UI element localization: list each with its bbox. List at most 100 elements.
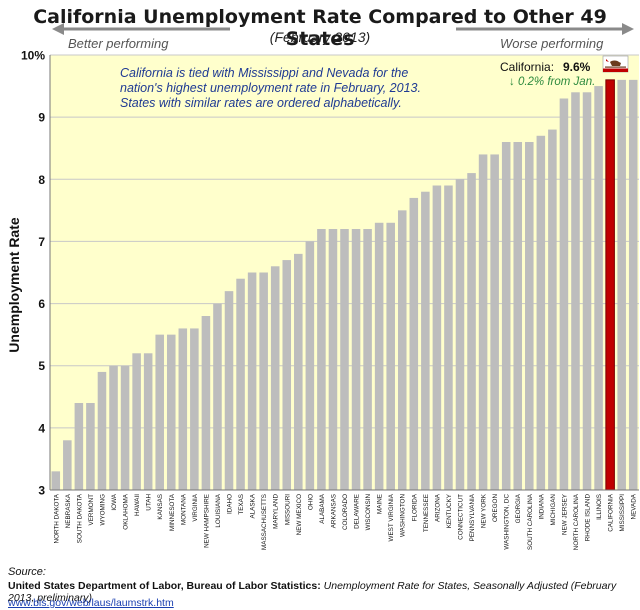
bar bbox=[109, 365, 118, 490]
source-org: United States Department of Labor, Burea… bbox=[8, 580, 321, 592]
annotation-line-3: States with similar rates are ordered al… bbox=[120, 96, 402, 110]
bar bbox=[236, 278, 245, 490]
y-tick-label: 3 bbox=[38, 484, 45, 498]
bar bbox=[340, 229, 349, 490]
x-tick-label: MICHIGAN bbox=[550, 494, 557, 526]
source-document: Unemployment Rate for States, Seasonally… bbox=[323, 580, 568, 592]
bar bbox=[351, 229, 361, 490]
bar bbox=[467, 173, 476, 491]
callout-change: ↓ 0.2% from Jan. bbox=[509, 76, 595, 88]
x-tick-label: WASHINGTON, DC bbox=[504, 494, 511, 550]
x-tick-label: NEBRASKA bbox=[65, 493, 72, 528]
worse-performing-label: Worse performing bbox=[500, 36, 604, 51]
bar bbox=[282, 260, 292, 490]
y-tick-label: 9 bbox=[38, 111, 45, 125]
x-tick-label: MARYLAND bbox=[273, 494, 280, 529]
x-tick-label: TEXAS bbox=[238, 494, 245, 515]
source-citation: United States Department of Labor, Burea… bbox=[8, 580, 633, 604]
x-tick-label: NEW JERSEY bbox=[561, 493, 568, 535]
x-tick-label: INDIANA bbox=[538, 493, 545, 519]
x-tick-label: MINNESOTA bbox=[169, 493, 176, 531]
x-tick-label: IDAHO bbox=[227, 494, 234, 514]
bar-chart: 3 4 5 6 7 8 9 10% NORTH DAKOTA NEBRASKA SOUTH DAK… bbox=[21, 49, 639, 550]
bar bbox=[51, 471, 61, 490]
bar bbox=[513, 142, 523, 490]
bar bbox=[548, 129, 557, 491]
bar bbox=[120, 365, 130, 490]
x-tick-label: MASSACHUSETTS bbox=[261, 494, 268, 550]
x-tick-label: NEW MEXICO bbox=[296, 494, 303, 535]
bar bbox=[501, 142, 511, 490]
bar bbox=[270, 266, 280, 490]
bar bbox=[143, 353, 153, 490]
bar bbox=[478, 154, 488, 490]
x-tick-label: ARIZONA bbox=[434, 493, 441, 522]
left-arrow-icon bbox=[52, 23, 230, 35]
x-tick-label: IOWA bbox=[111, 493, 118, 510]
y-tick-label: 5 bbox=[38, 359, 45, 373]
bar bbox=[247, 272, 257, 490]
annotation-line-2: nation's highest unemployment rate in Fe… bbox=[120, 81, 421, 95]
x-tick-label: PENNSYLVANIA bbox=[469, 493, 476, 541]
y-tick-label: 10% bbox=[21, 49, 45, 63]
bar bbox=[328, 229, 338, 490]
x-tick-label: OKLAHOMA bbox=[123, 493, 130, 529]
bar bbox=[294, 253, 303, 490]
bar bbox=[97, 371, 107, 490]
x-tick-label: OREGON bbox=[492, 494, 499, 522]
source-heading: Source: bbox=[8, 566, 46, 578]
y-ticks: 3 4 5 6 7 8 9 10% bbox=[21, 49, 45, 498]
x-tick-label: ALASKA bbox=[250, 493, 257, 518]
bar bbox=[490, 154, 499, 490]
source-link[interactable]: www.bls.gov/web/laus/laumstrk.htm bbox=[8, 597, 174, 609]
bar bbox=[190, 328, 199, 490]
bar bbox=[178, 328, 188, 490]
x-tick-label: ALABAMA bbox=[319, 493, 326, 524]
x-tick-label: NORTH DAKOTA bbox=[53, 493, 60, 543]
x-tick-label: HAWAII bbox=[134, 494, 141, 516]
x-ticks: NORTH DAKOTA NEBRASKA SOUTH DAKOTA VERMONT W… bbox=[53, 493, 637, 550]
x-tick-label: MISSOURI bbox=[284, 494, 291, 525]
x-tick-label: CALIFORNIA bbox=[608, 493, 615, 532]
x-tick-label: RHODE ISLAND bbox=[585, 494, 592, 542]
bars bbox=[51, 79, 638, 491]
bar bbox=[317, 229, 326, 490]
bar bbox=[421, 191, 430, 490]
x-tick-label: SOUTH DAKOTA bbox=[76, 493, 83, 543]
x-tick-label: WASHINGTON bbox=[400, 494, 407, 537]
chart-title: California Unemployment Rate Compared to… bbox=[33, 6, 607, 50]
bar bbox=[166, 334, 176, 490]
annotation: California is tied with Mississippi and … bbox=[120, 66, 421, 110]
y-tick-label: 8 bbox=[38, 173, 45, 187]
bar bbox=[386, 222, 395, 491]
x-tick-label: NEW HAMPSHIRE bbox=[203, 494, 210, 548]
chart-subtitle: (February 2013) bbox=[269, 29, 371, 45]
x-tick-label: TENNESSEE bbox=[423, 494, 430, 532]
bar bbox=[525, 142, 534, 490]
bar bbox=[409, 197, 419, 490]
x-tick-label: WYOMING bbox=[99, 494, 106, 526]
bar bbox=[536, 135, 546, 491]
x-tick-label: MONTANA bbox=[180, 493, 187, 525]
bar bbox=[455, 179, 465, 491]
bar bbox=[201, 316, 211, 490]
bar bbox=[444, 185, 453, 490]
bar bbox=[605, 79, 615, 491]
bar bbox=[63, 440, 72, 490]
bar bbox=[259, 272, 268, 490]
x-tick-label: VIRGINIA bbox=[192, 493, 199, 521]
y-tick-label: 6 bbox=[38, 297, 45, 311]
bar bbox=[86, 403, 95, 490]
bar bbox=[628, 79, 638, 490]
x-tick-label: VERMONT bbox=[88, 494, 95, 526]
x-tick-label: ARKANSAS bbox=[330, 494, 337, 528]
x-tick-label: WEST VIRGINIA bbox=[388, 493, 395, 541]
x-tick-label: KENTUCKY bbox=[446, 493, 453, 528]
x-tick-label: LOUISIANA bbox=[215, 493, 222, 527]
y-tick-label: 4 bbox=[38, 421, 45, 435]
bar bbox=[582, 92, 592, 491]
bar bbox=[305, 241, 315, 490]
annotation-line-1: California is tied with Mississippi and … bbox=[120, 66, 408, 80]
source-document-note: (February 2013, preliminary) bbox=[8, 580, 617, 604]
x-tick-label: OHIO bbox=[307, 494, 314, 510]
